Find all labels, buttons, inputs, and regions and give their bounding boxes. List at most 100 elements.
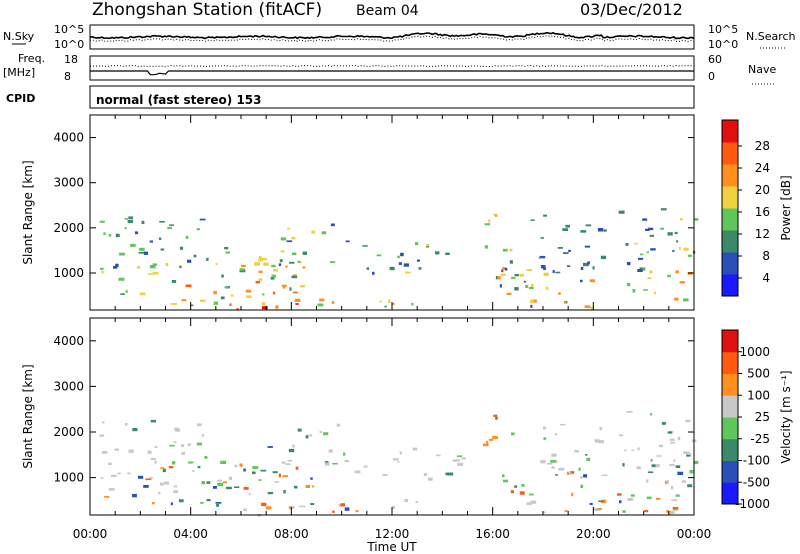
data-cell (600, 255, 607, 260)
freq-label-line2: [MHz] (3, 66, 35, 79)
data-cell (295, 303, 299, 305)
data-cell (502, 267, 506, 271)
colorbar-swatch (722, 438, 738, 461)
data-cell (344, 507, 350, 511)
data-cell (574, 449, 579, 453)
data-cell (648, 227, 654, 231)
data-cell (285, 463, 291, 465)
data-cell (243, 468, 246, 472)
data-cell (543, 426, 546, 430)
data-cell (399, 451, 402, 455)
data-cell (181, 444, 185, 448)
data-cell (302, 266, 306, 269)
data-cell (656, 455, 662, 457)
data-cell (355, 510, 359, 513)
data-cell (204, 455, 208, 459)
data-cell (681, 480, 686, 483)
data-cell (157, 492, 161, 495)
data-cell (509, 260, 513, 264)
data-cell (687, 254, 692, 257)
data-cell (272, 291, 276, 295)
data-cell (263, 262, 269, 266)
data-cell (310, 477, 313, 480)
data-cell (138, 252, 144, 254)
data-cell (649, 234, 654, 237)
data-cell (675, 494, 680, 497)
data-cell (330, 261, 336, 263)
data-cell (181, 451, 186, 456)
data-cell (282, 286, 286, 289)
data-cell (689, 470, 694, 474)
data-cell (169, 444, 175, 447)
data-cell (457, 455, 463, 457)
data-cell (540, 237, 544, 239)
data-cell (260, 469, 267, 472)
y-tick-label: 3000 (53, 379, 84, 393)
data-cell (530, 219, 535, 221)
data-cell (173, 485, 178, 488)
data-cell (584, 245, 591, 248)
data-cell (624, 449, 627, 452)
data-cell (426, 245, 429, 248)
colorbar-swatch (722, 230, 738, 253)
data-cell (206, 257, 209, 261)
colorbar-tick-label: 12 (755, 227, 770, 241)
data-cell (411, 302, 414, 306)
colorbar-tick-label: 500 (747, 367, 770, 381)
data-cell (664, 480, 668, 484)
data-cell (488, 219, 491, 223)
data-cell (225, 251, 231, 254)
data-cell (585, 224, 592, 227)
data-cell (287, 227, 291, 230)
data-cell (631, 449, 634, 452)
colorbar-swatch (722, 208, 738, 231)
data-cell (258, 270, 263, 273)
data-cell (317, 303, 324, 307)
colorbar-swatch (722, 186, 738, 209)
data-cell (312, 485, 315, 488)
y-axis-title: Slant Range [km] (21, 364, 35, 468)
data-cell (594, 439, 600, 443)
data-cell (578, 467, 581, 471)
colorbar-frame (721, 119, 739, 297)
data-cell (554, 460, 558, 463)
data-cell (99, 220, 105, 223)
data-cell (511, 432, 515, 436)
data-cell (656, 497, 661, 500)
data-cell (213, 290, 217, 295)
data-cell (636, 466, 641, 470)
freq-label-line1: Freq. (18, 52, 45, 65)
data-cell (495, 215, 498, 217)
data-cell (486, 440, 489, 444)
data-cell (187, 259, 192, 263)
data-cell (252, 471, 256, 475)
colorbar-tick-label: 16 (755, 205, 770, 219)
data-cell (693, 460, 699, 465)
data-cell (687, 452, 692, 455)
data-cell (165, 262, 169, 267)
data-cell (526, 502, 532, 506)
data-cell (309, 434, 312, 437)
data-cell (672, 250, 675, 252)
data-cell (366, 267, 370, 270)
y-tick-label: 4000 (53, 334, 84, 348)
plot-frame (89, 114, 695, 311)
cpid-panel-frame (89, 85, 695, 109)
data-cell (178, 499, 184, 503)
data-cell (159, 221, 165, 223)
data-cell (258, 256, 262, 259)
colorbar-swatch (722, 330, 738, 353)
data-cell (622, 510, 626, 513)
data-cell (540, 265, 546, 269)
data-cell (280, 250, 285, 253)
data-cell (217, 482, 224, 487)
data-cell (173, 490, 179, 494)
data-cell (601, 474, 608, 477)
data-cell (580, 476, 583, 479)
data-cell (526, 269, 532, 272)
data-cell (199, 218, 206, 221)
data-cell (673, 508, 678, 511)
data-cell (299, 285, 305, 288)
data-cell (311, 230, 316, 234)
data-cell (289, 287, 292, 291)
